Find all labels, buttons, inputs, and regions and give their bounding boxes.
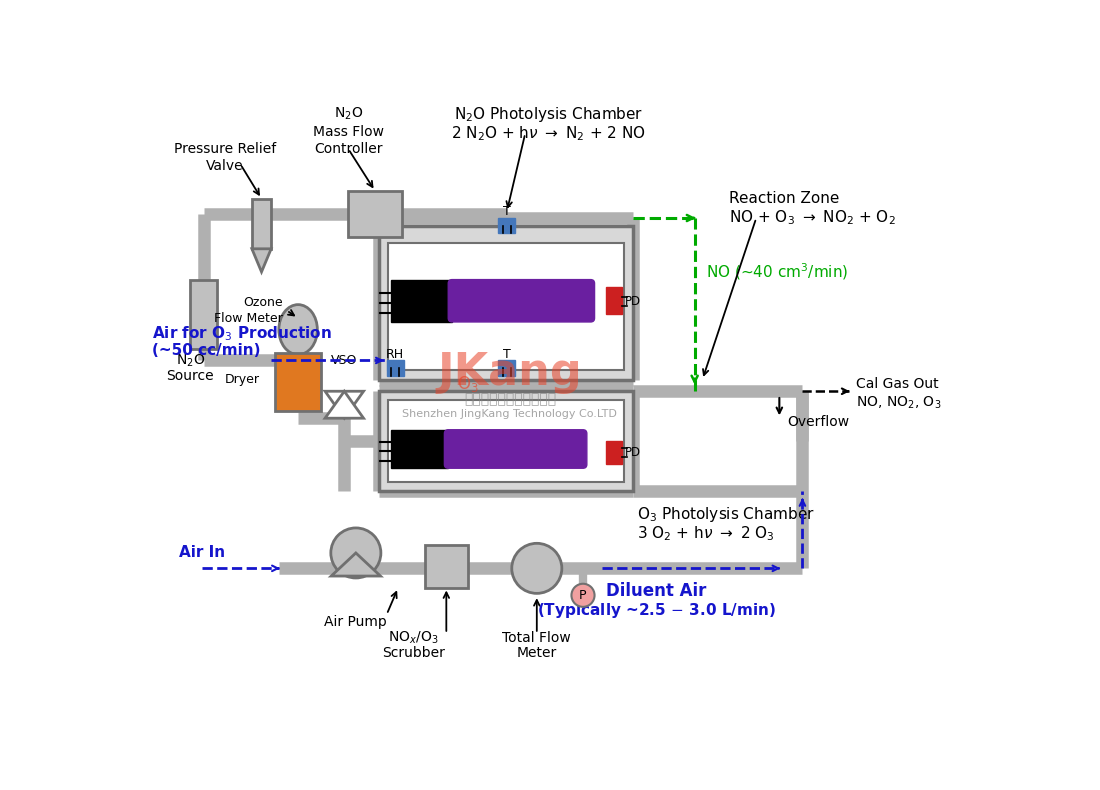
Text: Source: Source: [166, 369, 214, 383]
FancyBboxPatch shape: [252, 199, 272, 249]
Text: Pressure Relief: Pressure Relief: [174, 141, 276, 156]
Text: Meter: Meter: [517, 646, 557, 660]
Text: NO (~40 cm$^3$/min): NO (~40 cm$^3$/min): [706, 261, 848, 282]
Text: Controller: Controller: [314, 141, 383, 156]
Text: (Typically ~2.5 $-$ 3.0 L/min): (Typically ~2.5 $-$ 3.0 L/min): [537, 601, 775, 620]
Ellipse shape: [331, 528, 381, 578]
Text: 3 O$_2$ + h$\nu$ $\rightarrow$ 2 O$_3$: 3 O$_2$ + h$\nu$ $\rightarrow$ 2 O$_3$: [637, 525, 774, 543]
Ellipse shape: [512, 544, 562, 593]
FancyBboxPatch shape: [275, 353, 321, 411]
Text: JKang: JKang: [438, 351, 582, 393]
Text: (~50 cc/min): (~50 cc/min): [152, 343, 261, 358]
Text: N$_2$O Photolysis Chamber: N$_2$O Photolysis Chamber: [453, 104, 644, 123]
Polygon shape: [252, 249, 272, 272]
Ellipse shape: [279, 305, 318, 355]
FancyBboxPatch shape: [390, 280, 452, 322]
FancyBboxPatch shape: [388, 243, 624, 371]
Text: NO + O$_3$ $\rightarrow$ NO$_2$ + O$_2$: NO + O$_3$ $\rightarrow$ NO$_2$ + O$_2$: [729, 209, 896, 228]
FancyBboxPatch shape: [606, 442, 621, 465]
FancyBboxPatch shape: [378, 391, 634, 491]
FancyBboxPatch shape: [388, 401, 624, 482]
Text: RH: RH: [386, 348, 404, 361]
Text: VSO: VSO: [331, 354, 358, 367]
Text: Air for O$_3$ Production: Air for O$_3$ Production: [152, 324, 332, 343]
Polygon shape: [326, 391, 364, 418]
Text: PD: PD: [625, 446, 641, 459]
Text: 2 N$_2$O + h$\nu$ $\rightarrow$ N$_2$ + 2 NO: 2 N$_2$O + h$\nu$ $\rightarrow$ N$_2$ + …: [451, 124, 646, 143]
Text: NO, NO$_2$, O$_3$: NO, NO$_2$, O$_3$: [856, 394, 942, 411]
Text: Air In: Air In: [179, 545, 224, 560]
FancyBboxPatch shape: [498, 218, 515, 233]
FancyBboxPatch shape: [444, 430, 587, 468]
FancyBboxPatch shape: [425, 545, 468, 588]
Text: Shenzhen JingKang Technology Co.LTD: Shenzhen JingKang Technology Co.LTD: [403, 409, 617, 419]
Text: PD: PD: [625, 295, 641, 307]
Text: Total Flow: Total Flow: [503, 630, 571, 645]
Text: Mass Flow: Mass Flow: [312, 125, 384, 139]
Text: P: P: [580, 589, 586, 602]
FancyBboxPatch shape: [449, 280, 594, 322]
Polygon shape: [326, 391, 364, 418]
Text: Overflow: Overflow: [786, 415, 849, 429]
FancyBboxPatch shape: [498, 360, 515, 376]
Text: T: T: [503, 205, 510, 218]
FancyBboxPatch shape: [378, 226, 634, 380]
FancyBboxPatch shape: [606, 288, 621, 314]
Text: Diluent Air: Diluent Air: [606, 582, 706, 600]
Text: Scrubber: Scrubber: [382, 646, 446, 660]
Text: Flow Meter: Flow Meter: [214, 311, 283, 325]
FancyBboxPatch shape: [387, 360, 404, 376]
Polygon shape: [331, 553, 381, 576]
Text: 深圳市净康科技有限公司: 深圳市净康科技有限公司: [464, 392, 556, 406]
FancyBboxPatch shape: [390, 430, 449, 468]
Ellipse shape: [572, 584, 594, 607]
Text: Valve: Valve: [206, 159, 244, 173]
Text: N$_2$O: N$_2$O: [176, 352, 205, 369]
Text: NO$_x$/O$_3$: NO$_x$/O$_3$: [388, 630, 439, 646]
Text: O$_3$ Photolysis Chamber: O$_3$ Photolysis Chamber: [637, 505, 815, 524]
Text: T: T: [503, 348, 510, 361]
Text: N$_2$O: N$_2$O: [333, 106, 363, 122]
Text: Air Pump: Air Pump: [324, 615, 387, 630]
Text: Ozone: Ozone: [243, 296, 283, 309]
Text: Cal Gas Out: Cal Gas Out: [856, 377, 939, 390]
FancyBboxPatch shape: [190, 280, 218, 349]
Text: O$_3$: O$_3$: [456, 374, 478, 393]
Text: Dryer: Dryer: [224, 373, 260, 386]
Text: Reaction Zone: Reaction Zone: [729, 191, 839, 206]
FancyBboxPatch shape: [348, 191, 403, 237]
